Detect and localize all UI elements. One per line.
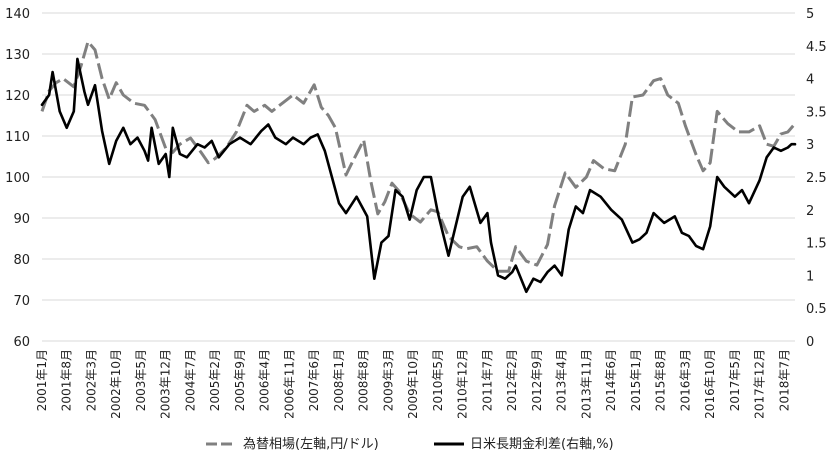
left-tick-label: 80: [13, 253, 30, 268]
left-tick-label: 110: [5, 130, 30, 145]
left-tick-label: 140: [5, 7, 30, 22]
x-tick-label: 2017年5月: [728, 349, 742, 411]
x-tick-label: 2011年7月: [480, 349, 494, 411]
right-tick-label: 1.5: [806, 237, 827, 252]
x-tick-label: 2001年1月: [35, 349, 49, 411]
x-tick-label: 2007年6月: [307, 349, 321, 411]
right-tick-label: 2.5: [806, 171, 827, 186]
legend-label: 為替相場(左軸,円/ドル): [243, 436, 379, 452]
right-tick-label: 4.5: [806, 40, 827, 55]
series-group: [40, 40, 797, 294]
left-tick-label: 120: [5, 89, 30, 104]
right-tick-label: 3: [806, 138, 814, 153]
legend: 為替相場(左軸,円/ドル) 日米長期金利差(右軸,%): [206, 436, 614, 452]
x-tick-label: 2013年4月: [555, 349, 569, 411]
x-tick-label: 2001年8月: [60, 349, 74, 411]
right-tick-label: 4: [806, 73, 814, 88]
x-tick-label: 2010年12月: [456, 349, 470, 419]
x-tick-label: 2002年3月: [84, 349, 98, 411]
x-tick-label: 2006年4月: [258, 349, 272, 411]
right-tick-label: 0.5: [806, 302, 827, 317]
right-tick-label: 3.5: [806, 105, 827, 120]
x-tick-label: 2014年6月: [604, 349, 618, 411]
x-tick-label: 2018年7月: [777, 349, 791, 411]
x-tick-label: 2006年11月: [282, 349, 296, 419]
right-axis: 0 0.5 1 1.5 2 2.5 3 3.5 4 4.5 5: [806, 7, 827, 350]
x-tick-label: 2005年9月: [233, 349, 247, 411]
yield-spread-line: [40, 57, 797, 294]
x-tick-label: 2009年10月: [406, 349, 420, 419]
x-tick-label: 2016年10月: [703, 349, 717, 419]
x-tick-label: 2015年1月: [629, 349, 643, 411]
x-tick-label: 2003年12月: [159, 349, 173, 419]
legend-label: 日米長期金利差(右軸,%): [470, 436, 614, 452]
left-tick-label: 60: [13, 335, 30, 350]
x-tick-label: 2012年2月: [505, 349, 519, 411]
right-tick-label: 5: [806, 7, 814, 22]
left-tick-label: 130: [5, 48, 30, 63]
x-axis: 2001年1月 2001年8月 2002年3月 2002年10月 2003年5月 2003…: [35, 349, 791, 419]
x-tick-label: 2013年11月: [579, 349, 593, 419]
x-tick-label: 2005年2月: [208, 349, 222, 411]
x-tick-label: 2015年8月: [654, 349, 668, 411]
exchange-rate-line: [40, 40, 797, 273]
x-tick-label: 2017年12月: [753, 349, 767, 419]
left-axis: 60 70 80 90 100 110 120 130 140: [5, 7, 30, 350]
x-tick-label: 2002年10月: [109, 349, 123, 419]
x-tick-label: 2010年5月: [431, 349, 445, 411]
x-tick-label: 2008年8月: [357, 349, 371, 411]
right-tick-label: 2: [806, 204, 814, 219]
x-tick-label: 2016年3月: [678, 349, 692, 411]
right-tick-label: 0: [806, 335, 814, 350]
gridlines: [42, 12, 795, 342]
x-tick-label: 2008年1月: [332, 349, 346, 411]
x-tick-label: 2003年5月: [134, 349, 148, 411]
x-tick-label: 2009年3月: [381, 349, 395, 411]
left-tick-label: 100: [5, 171, 30, 186]
x-tick-label: 2004年7月: [183, 349, 197, 411]
left-tick-label: 90: [13, 212, 30, 227]
x-tick-label: 2012年9月: [530, 349, 544, 411]
left-tick-label: 70: [13, 294, 30, 309]
right-tick-label: 1: [806, 269, 814, 284]
